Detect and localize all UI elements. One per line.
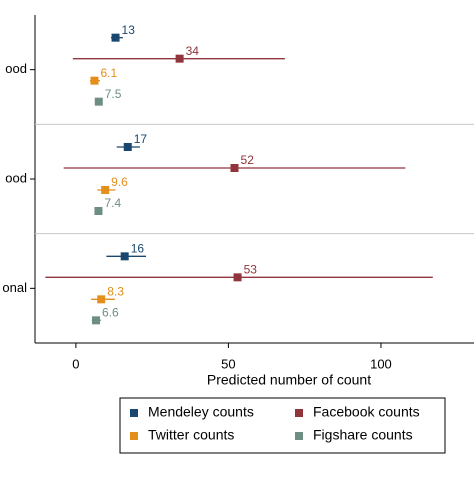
x-tick-label: 100 (370, 356, 392, 371)
y-tick-label: ood (5, 61, 27, 76)
x-axis-title: Predicted number of count (207, 372, 371, 388)
point (233, 273, 242, 282)
value-label: 8.3 (107, 285, 124, 299)
x-tick-label: 0 (72, 356, 79, 371)
point (120, 252, 129, 261)
value-label: 7.5 (105, 87, 122, 101)
legend-swatch (130, 409, 138, 417)
value-label: 53 (244, 263, 258, 277)
value-label: 34 (186, 44, 200, 58)
value-label: 6.6 (102, 306, 119, 320)
legend-swatch (295, 409, 303, 417)
value-label: 16 (131, 242, 145, 256)
legend-label: Mendeley counts (148, 404, 254, 420)
value-label: 7.4 (104, 196, 121, 210)
point (175, 54, 184, 63)
legend-swatch (130, 432, 138, 440)
value-label: 9.6 (111, 175, 128, 189)
x-tick-label: 50 (221, 356, 235, 371)
point (230, 164, 239, 172)
value-label: 17 (134, 132, 148, 146)
value-label: 6.1 (100, 66, 117, 80)
value-label: 13 (122, 23, 136, 37)
legend-label: Figshare counts (313, 427, 413, 443)
point (90, 76, 99, 85)
point (94, 207, 103, 215)
legend-label: Facebook counts (313, 404, 420, 420)
point (101, 186, 110, 194)
point (111, 33, 120, 42)
point (123, 143, 132, 151)
y-tick-label: ood (5, 170, 27, 185)
point (94, 97, 103, 106)
legend-label: Twitter counts (148, 427, 234, 443)
y-tick-label: onal (2, 280, 27, 295)
point (92, 316, 101, 325)
value-label: 52 (241, 153, 255, 167)
legend-swatch (295, 432, 303, 440)
point (97, 295, 106, 304)
legend-box (119, 397, 446, 454)
